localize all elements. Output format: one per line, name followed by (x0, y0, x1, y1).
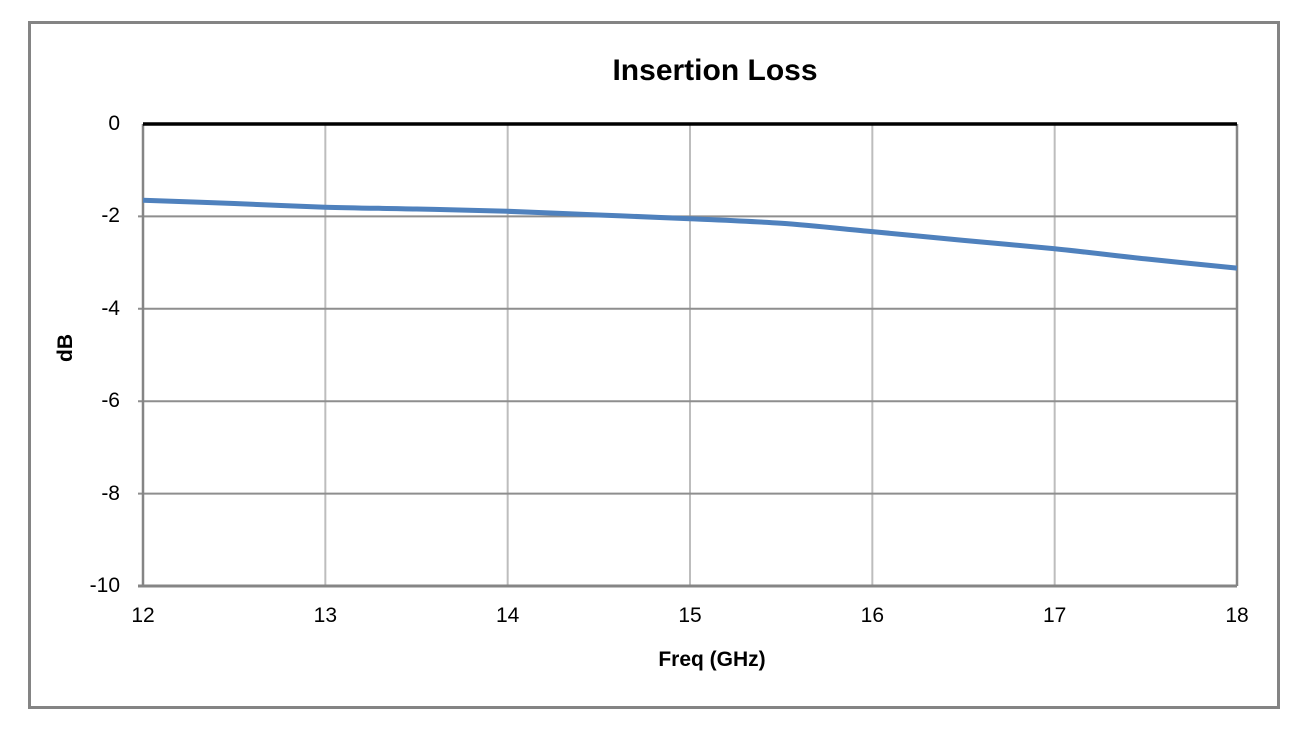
y-tick-label: -6 (101, 389, 120, 413)
x-tick-label: 17 (1042, 604, 1067, 627)
x-tick-label: 15 (678, 604, 702, 627)
x-tick-label: 13 (313, 604, 337, 627)
y-tick-label: -4 (101, 296, 120, 320)
y-tick-label: -2 (101, 204, 120, 228)
figure-outer-border (28, 21, 1280, 709)
x-tick-label: 14 (495, 604, 520, 627)
x-tick-label: 18 (1225, 604, 1249, 627)
insertion-loss-line (142, 197, 1238, 271)
y-tick-label: -10 (89, 574, 120, 597)
chart-title: Insertion Loss (612, 54, 818, 87)
y-tick-label: -8 (101, 481, 120, 505)
y-axis-title: dB (54, 334, 77, 362)
y-tick-label: 0 (108, 112, 120, 135)
x-tick-label: 12 (131, 604, 155, 627)
x-axis-title: Freq (GHz) (658, 648, 766, 671)
x-tick-label: 16 (860, 604, 884, 627)
